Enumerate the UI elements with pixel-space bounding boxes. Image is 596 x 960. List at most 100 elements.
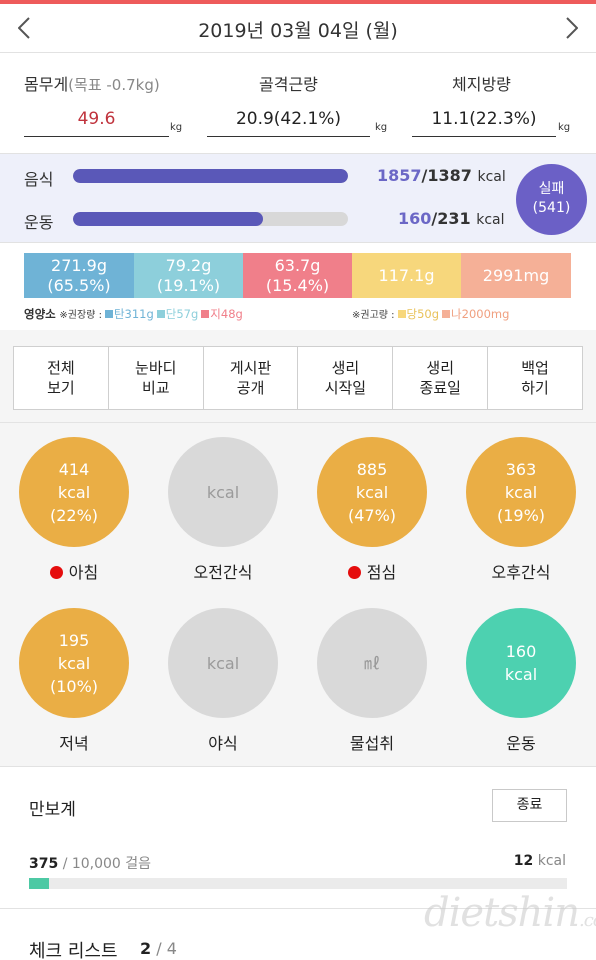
nutrient-amount: 271.9g	[51, 256, 107, 275]
meal-name: 오전간식	[148, 559, 298, 583]
exercise-kcal: 160/231 kcal	[398, 209, 505, 228]
meal-circle-text: (47%)	[347, 505, 397, 525]
calorie-summary: 음식 1857/1387 kcal 운동 160/231 kcal 실패 (54…	[0, 153, 596, 243]
pedometer-end-button[interactable]: 종료	[492, 789, 567, 822]
meal-circle-text: kcal	[206, 653, 240, 673]
nutrient-cell: 79.2g (19.1%)	[134, 253, 243, 298]
meal-name-text: 오후간식	[491, 563, 551, 582]
action-button[interactable]: 눈바디 비교	[109, 347, 204, 409]
nutrient-cell: 117.1g	[352, 253, 461, 298]
action-button-label: 하기	[521, 379, 549, 397]
date-title[interactable]: 2019년 03월 04일 (월)	[198, 20, 398, 42]
food-kcal: 1857/1387 kcal	[377, 166, 506, 185]
carb-swatch-icon	[104, 310, 113, 318]
weight-label: 몸무게(목표 -0.7kg)	[24, 75, 160, 94]
pedometer-card: 만보계 종료 375 / 10,000 걸음 12 kcal	[0, 766, 596, 908]
meal-name-text: 아침	[68, 563, 99, 582]
meal-name-text: 저녁	[59, 734, 89, 753]
weight-value[interactable]: 49.6	[24, 109, 169, 137]
nutrient-legend-right: ※권고량 : 당50g 나2000mg	[352, 307, 510, 321]
nutrient-bar[interactable]: 271.9g (65.5%) 79.2g (19.1%) 63.7g (15.4%) 117…	[24, 253, 572, 298]
top-accent-line	[0, 0, 596, 4]
action-button-label: 종료일	[419, 379, 461, 397]
meal-name-text: 물섭취	[349, 734, 395, 753]
meal-item[interactable]: 160 kcal 운동	[466, 608, 576, 753]
meal-item[interactable]: 195 kcal (10%) 저녁	[19, 608, 129, 753]
meal-item[interactable]: 363 kcal (19%) 오후간식	[466, 437, 576, 582]
nutrient-amount: 79.2g	[165, 256, 212, 275]
pedometer-progress-track	[29, 878, 567, 889]
pedometer-kcal: 12 kcal	[513, 853, 566, 869]
food-bar	[73, 169, 348, 183]
meal-circle[interactable]: 160 kcal	[466, 608, 576, 718]
meal-circle[interactable]: 195 kcal (10%)	[19, 608, 129, 718]
meal-item[interactable]: 414 kcal (22%) 아침	[19, 437, 129, 582]
chevron-left-icon[interactable]	[17, 17, 30, 39]
fat-unit: kg	[558, 122, 571, 133]
nutrient-cell: 63.7g (15.4%)	[243, 253, 352, 298]
nutrient-percent: (15.4%)	[265, 276, 330, 295]
fail-status-value: (541)	[532, 200, 571, 216]
meal-circle-text: kcal	[355, 482, 389, 502]
meal-circle-text: (19%)	[496, 505, 546, 525]
action-button-label: 공개	[236, 379, 265, 397]
action-button-label: 눈바디	[135, 359, 177, 377]
chevron-right-icon[interactable]	[566, 17, 579, 39]
meal-circle-text: 885	[356, 459, 388, 479]
meal-circle[interactable]: kcal	[168, 437, 278, 547]
meal-circle-text: kcal	[57, 653, 91, 673]
meal-circle[interactable]: 414 kcal (22%)	[19, 437, 129, 547]
meal-circle-text: (22%)	[49, 505, 99, 525]
meal-item[interactable]: kcal 야식	[168, 608, 278, 753]
sugar-swatch-icon	[397, 310, 406, 318]
checklist-count: 2 / 4	[140, 939, 177, 958]
meal-name: 저녁	[0, 730, 149, 754]
muscle-value[interactable]: 20.9(42.1%)	[207, 109, 370, 137]
divider	[0, 422, 596, 423]
action-button-label: 전체	[47, 359, 75, 377]
red-dot-icon	[347, 566, 361, 579]
meal-circle-text: 160	[505, 642, 537, 661]
meal-circle-text: 363	[505, 459, 537, 479]
action-button-label: 시작일	[324, 379, 367, 397]
meal-item[interactable]: ㎖ 물섭취	[317, 608, 427, 753]
meal-circle[interactable]: 885 kcal (47%)	[317, 437, 427, 547]
meal-item[interactable]: 885 kcal (47%) 점심	[317, 437, 427, 582]
meal-name: 아침	[0, 559, 149, 583]
weight-unit: kg	[170, 122, 183, 133]
meal-circle[interactable]: kcal	[168, 608, 278, 718]
meal-circle-text: ㎖	[363, 653, 380, 673]
nutrient-amount: 63.7g	[274, 256, 321, 275]
exercise-label: 운동	[24, 213, 54, 232]
meal-name: 오후간식	[446, 559, 596, 583]
action-button[interactable]: 생리 시작일	[298, 347, 394, 409]
fail-status-badge[interactable]: 실패 (541)	[516, 164, 587, 235]
meal-name-text: 운동	[506, 734, 536, 753]
food-label: 음식	[24, 170, 54, 189]
meal-circle-text: 414	[58, 459, 90, 479]
exercise-bar-fill	[73, 212, 263, 226]
meal-circle[interactable]: 363 kcal (19%)	[466, 437, 576, 547]
meal-circle-text: kcal	[57, 482, 91, 502]
checklist-section[interactable]: 체크 리스트 2 / 4	[0, 908, 596, 960]
pedometer-title: 만보계	[29, 800, 76, 820]
fail-status-label: 실패	[538, 181, 565, 197]
pedometer-progress-fill	[29, 878, 50, 889]
fat-value[interactable]: 11.1(22.3%)	[412, 109, 556, 137]
meal-circle[interactable]: ㎖	[317, 608, 427, 718]
nutrient-amount: 117.1g	[378, 266, 435, 285]
action-button-label: 보기	[47, 379, 75, 397]
action-button-label: 생리	[426, 359, 455, 377]
meal-circle-text: kcal	[504, 482, 538, 502]
meal-name-text: 오전간식	[193, 563, 253, 582]
date-header: 2019년 03월 04일 (월)	[0, 4, 596, 53]
body-measurements: 몸무게(목표 -0.7kg) 49.6 kg 골격근량 20.9(42.1%) …	[0, 53, 596, 153]
action-button[interactable]: 백업 하기	[488, 347, 582, 409]
action-button-label: 게시판	[229, 359, 272, 377]
meal-item[interactable]: kcal 오전간식	[168, 437, 278, 582]
meal-name-text: 점심	[366, 563, 397, 582]
checklist-title: 체크 리스트	[29, 941, 118, 960]
